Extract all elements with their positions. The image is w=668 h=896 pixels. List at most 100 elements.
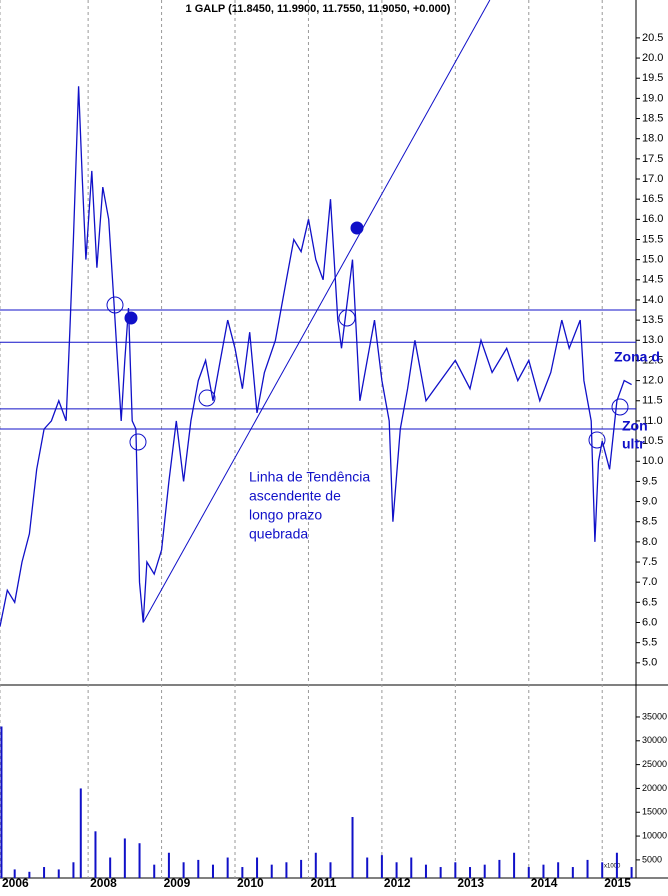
price-line (0, 86, 632, 627)
y-tick-label: 20.0 (642, 52, 663, 64)
volume-bar (123, 838, 126, 878)
y-tick-label: 11.0 (642, 415, 663, 427)
y-tick-label: 5.0 (642, 657, 657, 669)
y-tick-label: 14.0 (642, 294, 663, 306)
volume-bar (483, 864, 486, 878)
y-tick-label: 19.5 (642, 72, 663, 84)
y-tick-label: 16.5 (642, 193, 663, 205)
y-tick-label: 7.5 (642, 556, 657, 568)
y-tick-label: 10.0 (642, 455, 663, 467)
x-tick-label: 2014 (531, 876, 558, 890)
volume-bar (57, 869, 60, 878)
volume-bar (167, 852, 170, 878)
y-tick-label: 10000 (642, 830, 667, 840)
volume-bar (366, 857, 369, 878)
y-tick-label: 7.0 (642, 576, 657, 588)
volume-bar (601, 862, 604, 878)
volume-bar (197, 859, 200, 878)
annotation: Zon (622, 418, 648, 434)
y-tick-label: 18.0 (642, 133, 663, 145)
x-tick-label: 2015 (604, 876, 631, 890)
volume-bar (79, 788, 82, 878)
x-tick-label: 2013 (457, 876, 484, 890)
annotation: quebrada (249, 526, 308, 542)
y-tick-label: 20.5 (642, 32, 663, 44)
volume-bar (270, 864, 273, 878)
volume-bar (94, 831, 97, 878)
x-tick-label: 2012 (384, 876, 411, 890)
annotation: Zona d (614, 349, 660, 365)
volume-bar (513, 852, 516, 878)
volume-bar (498, 859, 501, 878)
y-tick-label: 20000 (642, 783, 667, 793)
volume-bar (469, 867, 472, 878)
volume-bar (557, 862, 560, 878)
volume-bar (226, 857, 229, 878)
volume-bar (439, 867, 442, 878)
volume-bar (13, 869, 16, 878)
y-tick-label: 14.5 (642, 274, 663, 286)
volume-bar (43, 867, 46, 878)
y-tick-label: 5.5 (642, 637, 657, 649)
volume-bar (351, 817, 354, 878)
x-tick-label: 2010 (237, 876, 264, 890)
volume-bar (300, 859, 303, 878)
y-tick-label: 35000 (642, 711, 667, 721)
y-tick-label: 8.5 (642, 516, 657, 528)
y-tick-label: 19.0 (642, 92, 663, 104)
volume-bar (241, 867, 244, 878)
volume-bar (615, 852, 618, 878)
y-tick-label: 10.5 (642, 435, 663, 447)
volume-bar (329, 862, 332, 878)
y-tick-label: 11.5 (642, 395, 663, 407)
volume-bar (285, 862, 288, 878)
y-tick-label: 9.5 (642, 475, 657, 487)
x-tick-label: 2011 (310, 876, 336, 890)
y-tick-label: 17.0 (642, 173, 663, 185)
volume-bar (314, 852, 317, 878)
volume-bar (527, 867, 530, 878)
y-tick-label: 18.5 (642, 112, 663, 124)
volume-bar (182, 862, 185, 878)
y-tick-label: 15.0 (642, 254, 663, 266)
volume-bar (586, 859, 589, 878)
y-tick-label: 25000 (642, 759, 667, 769)
volume-bar (380, 855, 383, 878)
y-tick-label: 13.5 (642, 314, 663, 326)
y-tick-label: 6.0 (642, 616, 657, 628)
volume-bar (571, 867, 574, 878)
volume-bar (454, 862, 457, 878)
y-tick-label: 30000 (642, 735, 667, 745)
chart-title: 1 GALP (11.8450, 11.9900, 11.7550, 11.90… (186, 3, 451, 15)
trend-line (142, 0, 491, 623)
annotation: ascendente de (249, 488, 341, 504)
x-tick-label: 2009 (164, 876, 191, 890)
volume-bar (410, 857, 413, 878)
annotation: ultr (622, 436, 645, 452)
volume-bar (256, 857, 259, 878)
volume-bar (424, 864, 427, 878)
volume-bar (542, 864, 545, 878)
x-tick-label: 2008 (90, 876, 117, 890)
volume-bar (630, 867, 633, 878)
volume-bar (138, 843, 141, 878)
y-tick-label: 15000 (642, 807, 667, 817)
volume-bar (211, 864, 214, 878)
y-tick-label: 6.5 (642, 596, 657, 608)
unit-label: x1000 (604, 864, 621, 870)
y-tick-label: 9.0 (642, 495, 657, 507)
volume-bar (28, 871, 31, 878)
volume-bar (109, 857, 112, 878)
y-tick-label: 17.5 (642, 153, 663, 165)
annotation: Linha de Tendência (249, 469, 370, 485)
y-tick-label: 8.0 (642, 536, 657, 548)
volume-bar (395, 862, 398, 878)
volume-bar (0, 726, 3, 878)
annotation: longo prazo (249, 507, 322, 523)
icons (106, 221, 629, 451)
y-tick-label: 12.5 (642, 354, 663, 366)
volume-bar (72, 862, 75, 878)
y-tick-label: 12.0 (642, 375, 663, 387)
